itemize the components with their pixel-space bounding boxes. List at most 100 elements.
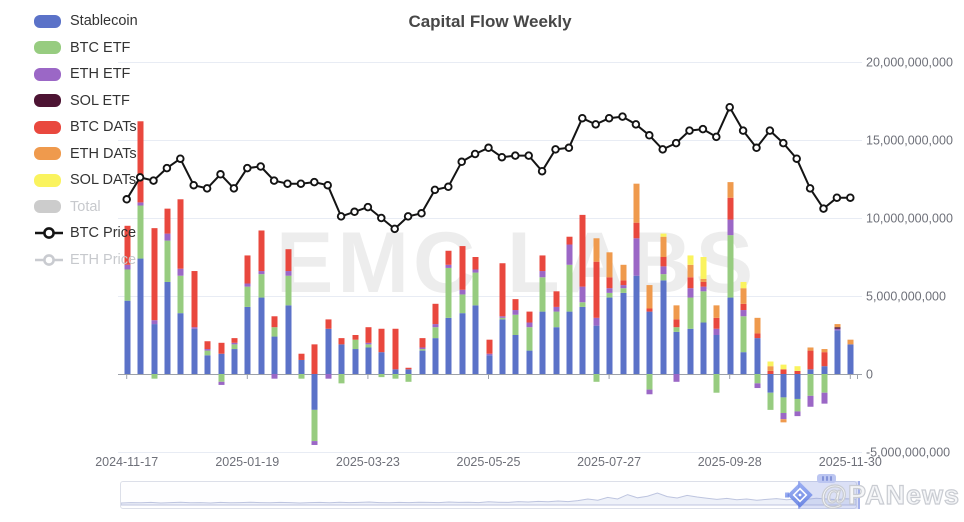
bar-segment-btc-dats <box>137 121 144 203</box>
bar-segment-btc-dats <box>606 277 613 289</box>
bar-segment-eth-dats <box>660 236 667 257</box>
bar-segment-eth-etf <box>579 286 586 303</box>
btc-price-point <box>296 179 306 188</box>
bar-segment-stablecoin <box>526 350 533 374</box>
bar-segment-stablecoin <box>780 374 787 398</box>
bar-segment-eth-etf <box>713 328 720 335</box>
bar-segment-btc-etf <box>646 374 653 390</box>
bar-segment-stablecoin <box>298 359 305 374</box>
bar-segment-eth-dats <box>606 252 613 278</box>
legend-item-eth-etf[interactable]: ETH ETF <box>34 61 138 88</box>
legend-item-stablecoin[interactable]: Stablecoin <box>34 8 138 35</box>
bar-segment-stablecoin <box>767 374 774 393</box>
btc-price-point <box>658 145 667 154</box>
btc-price-point <box>390 224 399 234</box>
btc-price-point <box>792 154 801 163</box>
bar-segment-btc-etf <box>352 339 359 350</box>
bar-segment-eth-etf <box>646 389 653 395</box>
bar-segment-btc-etf <box>419 349 426 351</box>
bar-segment-stablecoin <box>579 306 586 374</box>
bar-segment-eth-dats <box>700 278 707 282</box>
bar-segment-eth-dats <box>740 288 747 304</box>
bar-segment-btc-dats <box>419 338 426 348</box>
bar-segment-btc-dats <box>432 303 439 325</box>
bar-segment-stablecoin <box>392 369 399 374</box>
legend-item-eth-price[interactable]: ETH Price <box>34 247 138 274</box>
datazoom-slider[interactable] <box>120 474 860 509</box>
bar-segment-btc-etf <box>660 274 667 281</box>
bar-segment-stablecoin <box>486 355 493 374</box>
bar-segment-btc-etf <box>459 294 466 314</box>
bar-segment-btc-etf <box>271 327 278 337</box>
legend-item-btc-price[interactable]: BTC Price <box>34 220 138 247</box>
bar-segment-eth-etf <box>673 374 680 382</box>
x-tick-label: 2025-07-27 <box>577 455 641 469</box>
legend-item-total[interactable]: Total <box>34 194 138 221</box>
bar-segment-stablecoin <box>606 297 613 374</box>
btc-price-line <box>125 106 851 230</box>
legend-label: BTC Price <box>70 225 137 241</box>
bar-segment-stablecoin <box>124 300 131 374</box>
eth-price-line-icon <box>35 253 63 266</box>
bar-segment-eth-dats <box>593 238 600 262</box>
legend-item-sol-dats[interactable]: SOL DATs <box>34 167 138 194</box>
bar-segment-btc-etf <box>821 374 828 393</box>
bar-segment-stablecoin <box>271 336 278 374</box>
bar-segment-stablecoin <box>177 313 184 374</box>
btc-price-point <box>578 113 587 123</box>
bar-segment-eth-dats <box>727 182 734 198</box>
bar-segment-stablecoin <box>459 313 466 374</box>
legend-label: ETH Price <box>70 251 137 268</box>
x-tick-label: 2025-11-30 <box>819 455 882 469</box>
bar-segment-stablecoin <box>472 305 479 374</box>
btc-price-point <box>444 182 453 192</box>
btc-price-point <box>712 132 721 142</box>
bar-segment-btc-dats <box>794 370 801 374</box>
bar-segment-stablecoin <box>419 350 426 374</box>
btc-price-point <box>457 157 466 167</box>
bar-segment-btc-dats <box>231 338 238 343</box>
btc-price-point <box>323 180 332 190</box>
bar-segment-stablecoin <box>325 328 332 374</box>
bar-segment-stablecoin <box>687 328 694 374</box>
bar-segment-btc-dats <box>365 327 372 343</box>
bar-segment-btc-etf <box>593 374 600 382</box>
bar-segment-eth-etf <box>151 320 158 325</box>
bar-segment-stablecoin <box>633 275 640 374</box>
bar-segment-btc-etf <box>392 374 399 379</box>
bar-segment-btc-dats <box>539 255 546 272</box>
bar-segment-btc-dats <box>754 333 761 339</box>
btc-price-point <box>497 152 507 162</box>
btc-price-point <box>524 151 533 160</box>
bar-segment-btc-dats <box>459 246 466 290</box>
bar-segment-eth-etf <box>325 374 332 379</box>
bar-segment-sol-dats <box>780 364 787 370</box>
legend-item-btc-etf[interactable]: BTC ETF <box>34 35 138 62</box>
bar-segment-eth-dats <box>821 349 828 353</box>
sol-etf-color-chip <box>34 94 61 108</box>
bar-segment-eth-dats <box>780 419 787 423</box>
bar-segment-btc-dats <box>124 225 131 265</box>
bar-segment-btc-etf <box>553 311 560 328</box>
bar-segment-eth-etf <box>687 288 694 298</box>
bar-segment-btc-etf <box>177 275 184 314</box>
legend-item-btc-dats[interactable]: BTC DATs <box>34 114 138 141</box>
bar-segment-stablecoin <box>754 338 761 374</box>
bar-segment-stablecoin <box>164 281 171 374</box>
bar-segment-btc-dats <box>620 280 627 286</box>
legend-item-eth-dats[interactable]: ETH DATs <box>34 141 138 168</box>
btc-price-point <box>618 112 627 121</box>
bar-segment-btc-etf <box>405 374 412 382</box>
bar-segment-eth-etf <box>445 264 452 268</box>
legend-label: BTC ETF <box>70 39 131 56</box>
datazoom-move-handle[interactable] <box>817 474 836 483</box>
bar-segment-stablecoin <box>352 349 359 374</box>
bar-segment-btc-dats <box>821 352 828 367</box>
bar-segment-eth-etf <box>553 306 560 312</box>
x-tick-label: 2025-05-25 <box>457 455 521 469</box>
bar-segment-eth-etf <box>164 233 171 241</box>
btc-price-point <box>752 143 761 153</box>
legend-item-sol-etf[interactable]: SOL ETF <box>34 88 138 115</box>
bar-segment-sol-dats <box>794 366 801 371</box>
